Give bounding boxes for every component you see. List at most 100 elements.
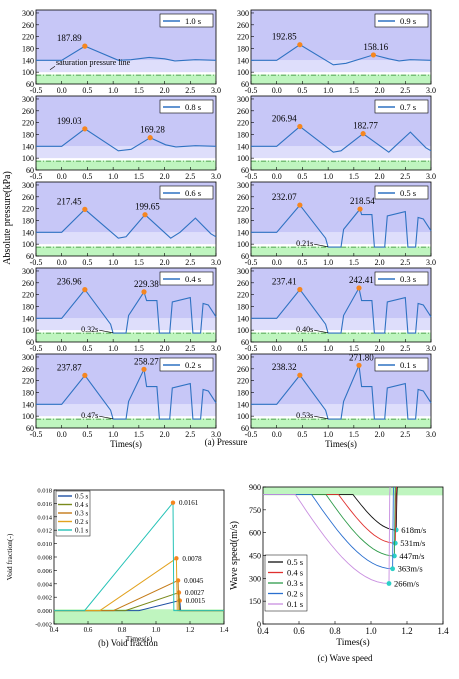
- y-tick-label: 220: [22, 33, 34, 42]
- void-fraction-chart: -0.002 0.000 0.002 0.004 0.006 0.008 0.010 0.01…: [5, 488, 229, 644]
- wave-min-label: 531m/s: [400, 538, 425, 548]
- y-tick-label: -0.002: [35, 622, 52, 629]
- y-tick-label: 180: [237, 216, 249, 225]
- void-peak-label: 0.0015: [186, 597, 206, 605]
- y-tick-label: 140: [22, 314, 34, 323]
- x-tick-label: 1.5: [134, 430, 144, 439]
- y-tick-label: 0.004: [37, 581, 52, 588]
- x-tick-label: 2.5: [185, 172, 195, 181]
- peak-marker: [82, 43, 88, 49]
- y-tick-label: 220: [22, 291, 34, 300]
- y-tick-label: 0.014: [37, 514, 52, 521]
- legend-label: 0.4 s: [185, 274, 201, 284]
- x-tick-label: 2.0: [375, 344, 385, 353]
- legend-box: [159, 99, 214, 114]
- legend-label: 0.9 s: [400, 16, 416, 26]
- y-tick-label: 300: [237, 95, 249, 104]
- x-tick-label: 1.0: [365, 626, 377, 636]
- void-peak-label: 0.0078: [182, 555, 202, 563]
- x-tick-label: 2.0: [160, 86, 170, 95]
- x-tick-label: 2.5: [400, 344, 410, 353]
- peak-label: 236.96: [57, 277, 82, 287]
- y-tick-label: 220: [22, 205, 34, 214]
- y-tick-label: 100: [237, 68, 249, 77]
- peak-label: 187.89: [57, 33, 82, 43]
- y-tick-label: 180: [22, 130, 34, 139]
- y-tick-label: 300: [22, 353, 34, 362]
- green-band: [36, 74, 216, 84]
- x-tick-label: 1.2: [401, 626, 412, 636]
- x-tick-label: 2.5: [400, 86, 410, 95]
- y-tick-label: 260: [237, 21, 249, 30]
- duration-arrow: [314, 329, 329, 334]
- void-peak-label: 0.0027: [185, 589, 205, 597]
- x-tick-label: 0.0: [57, 430, 67, 439]
- x-tick-label: 1.0: [152, 626, 161, 634]
- x-tick-label: 0.0: [57, 172, 67, 181]
- pressure-series-line: [251, 363, 432, 420]
- peak-marker: [142, 212, 148, 218]
- x-tick-label: -0.5: [245, 172, 258, 181]
- panel-frame: [35, 95, 217, 171]
- peak-label: 199.65: [135, 202, 160, 212]
- green-band: [36, 246, 216, 256]
- x-tick-label: 0.4: [50, 626, 59, 634]
- x-axis-label: Times(s): [110, 439, 142, 449]
- duration-label: 0.40s: [296, 325, 313, 334]
- x-tick-label: 3.0: [426, 86, 436, 95]
- legend-box: [374, 357, 429, 372]
- green-band: [251, 418, 431, 428]
- duration-arrow: [314, 415, 329, 420]
- legend-label: 0.1 s: [400, 360, 416, 370]
- x-tick-label: 0.0: [272, 430, 282, 439]
- x-tick-label: 0.0: [57, 344, 67, 353]
- y-tick-label: 140: [237, 142, 249, 151]
- y-tick-label: 260: [22, 107, 34, 116]
- x-tick-label: 3.0: [211, 344, 221, 353]
- x-tick-label: 0.6: [84, 626, 93, 634]
- y-tick-label: 140: [22, 142, 34, 151]
- y-tick-label: 180: [22, 44, 34, 53]
- legend-box: [374, 99, 429, 114]
- peak-label: 271.80: [349, 352, 374, 362]
- void-peak-label: 0.0045: [184, 577, 204, 585]
- y-tick-label: 180: [237, 44, 249, 53]
- panel-frame: [35, 267, 217, 343]
- x-tick-label: 2.5: [185, 86, 195, 95]
- y-tick-label: 140: [237, 314, 249, 323]
- x-tick-label: 0.5: [82, 172, 92, 181]
- y-tick-label: 0.010: [37, 541, 52, 548]
- legend-box: [159, 357, 214, 372]
- pressure-series-line: [36, 367, 217, 420]
- caption-wave: (c) Wave speed: [317, 653, 373, 663]
- y-axis-label: Wave speed(m/s): [229, 521, 240, 590]
- y-tick-label: 150: [249, 597, 261, 606]
- wave-min-label: 618m/s: [401, 525, 426, 535]
- x-tick-label: -0.5: [245, 344, 258, 353]
- legend-label: 0.3 s: [75, 510, 89, 518]
- peak-marker: [141, 366, 147, 372]
- green-band: [251, 246, 431, 256]
- x-tick-label: 0.5: [82, 430, 92, 439]
- x-tick-label: -0.5: [30, 430, 43, 439]
- x-tick-label: 0.0: [272, 172, 282, 181]
- y-tick-label: 260: [22, 365, 34, 374]
- legend-box: [374, 185, 429, 200]
- wave-legend-box: [264, 554, 308, 612]
- peak-label: 199.03: [57, 116, 82, 126]
- legend-box: [159, 271, 214, 286]
- peak-marker: [82, 372, 88, 378]
- void-peak-marker: [176, 590, 182, 595]
- y-tick-label: 100: [237, 240, 249, 249]
- y-tick-label: 220: [237, 119, 249, 128]
- x-tick-label: 0.0: [272, 258, 282, 267]
- y-tick-label: 180: [22, 388, 34, 397]
- legend-label: 0.5 s: [400, 188, 416, 198]
- x-tick-label: 2.0: [160, 430, 170, 439]
- x-tick-label: 0.0: [272, 344, 282, 353]
- x-tick-label: -0.5: [30, 258, 43, 267]
- legend-box: [374, 271, 429, 286]
- y-tick-label: 900: [249, 483, 261, 492]
- y-tick-label: 60: [241, 166, 249, 175]
